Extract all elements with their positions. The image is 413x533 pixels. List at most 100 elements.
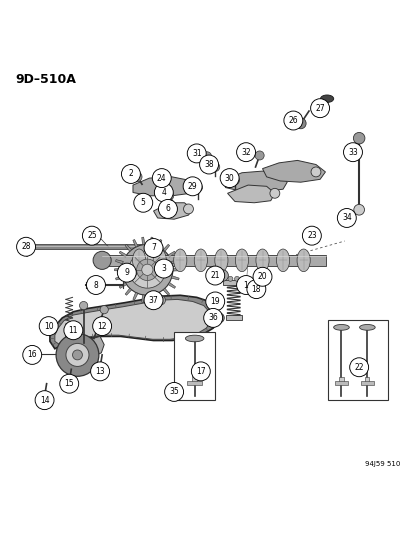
Text: 20: 20	[257, 272, 267, 281]
Circle shape	[236, 143, 255, 161]
Bar	[102, 255, 325, 266]
Text: 13: 13	[95, 367, 104, 376]
Circle shape	[183, 204, 193, 214]
Text: 25: 25	[87, 231, 97, 240]
Circle shape	[269, 188, 279, 198]
Circle shape	[21, 241, 32, 252]
Polygon shape	[150, 237, 153, 245]
Ellipse shape	[153, 249, 166, 272]
Circle shape	[220, 168, 238, 188]
Text: 33: 33	[347, 148, 357, 157]
Ellipse shape	[145, 244, 149, 249]
Ellipse shape	[173, 249, 186, 272]
Polygon shape	[168, 282, 175, 288]
Circle shape	[187, 144, 206, 163]
Circle shape	[72, 350, 82, 360]
Text: 11: 11	[69, 326, 78, 335]
Circle shape	[295, 118, 305, 129]
Circle shape	[252, 268, 271, 286]
Circle shape	[17, 237, 36, 256]
Text: 30: 30	[224, 174, 234, 183]
Text: 17: 17	[195, 367, 205, 376]
Circle shape	[152, 168, 171, 188]
Text: 5: 5	[140, 198, 145, 207]
Bar	[334, 381, 347, 384]
Circle shape	[183, 177, 202, 196]
Circle shape	[86, 276, 105, 294]
Circle shape	[230, 175, 239, 184]
Polygon shape	[171, 276, 179, 280]
Circle shape	[132, 172, 142, 182]
Polygon shape	[133, 177, 194, 196]
Circle shape	[129, 252, 165, 288]
Ellipse shape	[297, 249, 309, 272]
Polygon shape	[133, 239, 138, 247]
Circle shape	[310, 167, 320, 177]
Circle shape	[310, 99, 329, 118]
Circle shape	[154, 183, 173, 202]
Text: 7: 7	[151, 244, 156, 253]
Ellipse shape	[359, 325, 374, 330]
Circle shape	[82, 226, 101, 245]
Circle shape	[210, 163, 219, 172]
Polygon shape	[223, 171, 287, 192]
Ellipse shape	[26, 244, 30, 249]
Ellipse shape	[194, 249, 207, 272]
Bar	[187, 381, 202, 384]
Bar	[225, 315, 241, 320]
Ellipse shape	[276, 249, 289, 272]
Text: 36: 36	[208, 313, 218, 322]
Bar	[364, 377, 368, 384]
Text: 8: 8	[93, 280, 98, 289]
Text: 22: 22	[354, 363, 363, 372]
Circle shape	[164, 383, 183, 401]
Circle shape	[236, 276, 255, 294]
Text: 37: 37	[148, 296, 158, 305]
Circle shape	[254, 151, 263, 160]
Circle shape	[59, 374, 78, 393]
Text: 9: 9	[124, 268, 129, 277]
Circle shape	[156, 296, 165, 305]
Polygon shape	[115, 260, 123, 264]
Circle shape	[95, 367, 104, 376]
Polygon shape	[114, 269, 121, 271]
Ellipse shape	[255, 249, 268, 272]
Bar	[328, 320, 387, 400]
Circle shape	[353, 132, 364, 144]
Circle shape	[343, 143, 361, 161]
Circle shape	[121, 244, 173, 295]
Circle shape	[144, 239, 163, 257]
Circle shape	[39, 317, 58, 336]
Ellipse shape	[235, 249, 248, 272]
Bar	[223, 280, 243, 285]
Circle shape	[214, 313, 224, 323]
Polygon shape	[125, 244, 131, 252]
Polygon shape	[141, 237, 145, 245]
Polygon shape	[55, 300, 211, 345]
Circle shape	[23, 345, 42, 365]
Circle shape	[234, 277, 239, 281]
Ellipse shape	[333, 325, 349, 330]
Circle shape	[191, 362, 210, 381]
Circle shape	[158, 199, 177, 219]
Polygon shape	[157, 239, 161, 247]
Circle shape	[27, 349, 38, 359]
Circle shape	[349, 358, 368, 377]
Text: 38: 38	[204, 160, 214, 169]
Polygon shape	[262, 160, 325, 182]
Polygon shape	[119, 251, 126, 257]
Text: 31: 31	[192, 149, 201, 158]
Circle shape	[205, 292, 224, 311]
Circle shape	[93, 251, 111, 269]
Text: 21: 21	[210, 271, 219, 280]
Circle shape	[199, 155, 218, 174]
Polygon shape	[141, 295, 145, 302]
Text: 14: 14	[40, 395, 49, 405]
Circle shape	[202, 152, 211, 161]
Text: 15: 15	[64, 379, 74, 388]
Text: 3: 3	[161, 264, 166, 273]
Circle shape	[283, 111, 302, 130]
Polygon shape	[50, 295, 219, 349]
Polygon shape	[157, 293, 161, 300]
Text: 18: 18	[251, 285, 261, 294]
